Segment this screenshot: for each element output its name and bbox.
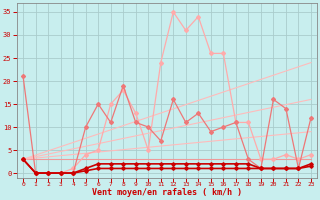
X-axis label: Vent moyen/en rafales ( km/h ): Vent moyen/en rafales ( km/h ) [92, 188, 242, 197]
